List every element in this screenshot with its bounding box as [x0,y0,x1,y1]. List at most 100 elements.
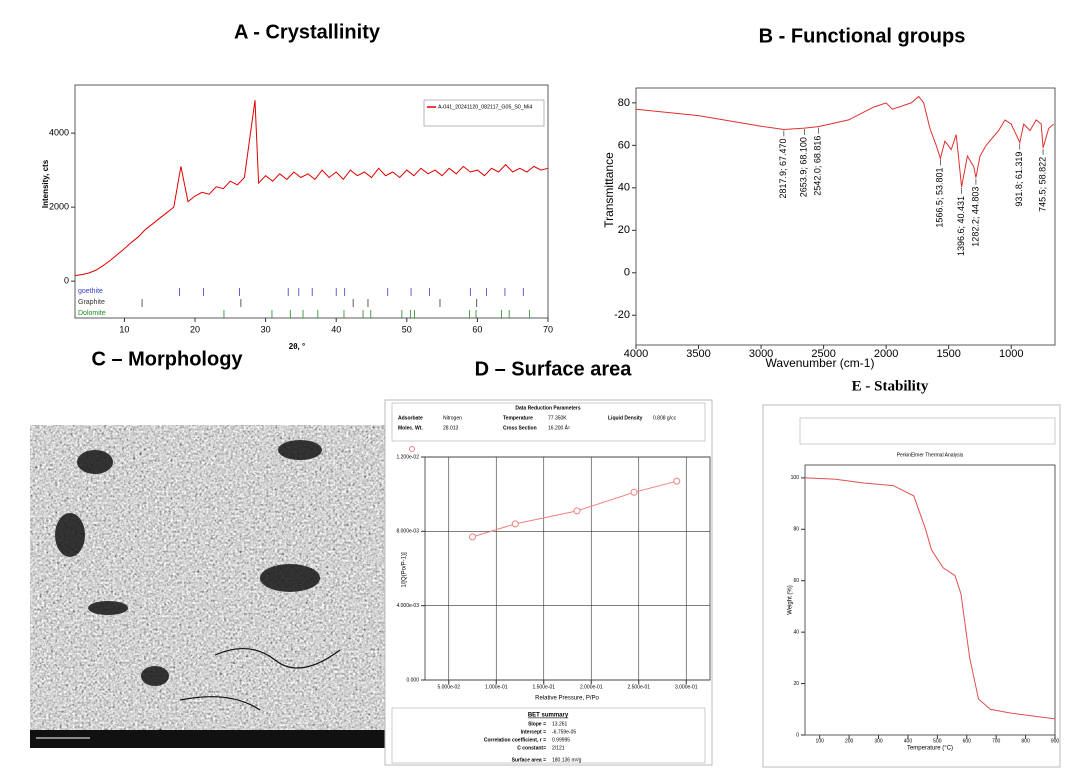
data-point [573,507,581,515]
x-tick-label: 600 [963,738,972,744]
panel-title: C – Morphology [91,348,243,370]
panel-frame [762,404,1061,768]
legend-box [423,99,545,127]
y-tick-label: 8.000e-03 [396,529,419,535]
phase-label: goethite [78,288,103,295]
y-tick-label: 4.000e-03 [396,603,419,609]
plot-frame [635,87,1056,346]
y-tick-label: 100 [791,475,800,481]
x-tick-label: 300 [874,738,883,744]
parameter-value: Nitrogen [443,415,462,421]
x-tick-label: 2.000e-01 [580,684,603,690]
sem-crack [179,647,341,711]
x-tick-label: 4000 [624,348,648,360]
y-tick-label: 80 [618,97,630,109]
peak-label: 1282.2; 44.803 [970,187,980,247]
peak-label: 1396.6; 40.431 [956,196,966,256]
plot-frame [74,84,549,319]
summary-label: Surface area = [512,757,546,763]
header-box [799,417,1056,445]
parameter-label: Molec. Wt. [398,425,423,431]
chart-subtitle: PerkinElmer Thermal Analysis [897,452,964,458]
data-line [804,477,1056,720]
parameter-label: Cross Section [503,425,537,431]
parameter-label: Liquid Density [608,415,643,421]
data-line [74,100,549,277]
data-point [630,488,638,496]
y-tick-label: 1.200e-02 [396,454,419,460]
x-tick-label: 70 [543,324,553,334]
y-axis-label: Transmittance [602,152,616,228]
x-tick-label: 5.000e-02 [437,684,460,690]
sem-dark-region [141,666,169,686]
x-tick-label: 1000 [999,348,1023,360]
sem-dark-region [77,450,113,474]
y-tick-label: 80 [793,527,799,533]
sem-image [30,425,395,730]
summary-label: Slope = [528,721,546,727]
sem-dark-region [278,440,322,460]
y-tick-label: 20 [618,224,630,236]
x-tick-label: 1.500e-01 [532,684,555,690]
peak-label: 2817.9; 67.470 [778,138,788,198]
y-axis-label: Weight (%) [788,585,794,615]
panel-title: A - Crystallinity [234,21,381,43]
x-tick-label: 2.500e-01 [627,684,650,690]
x-tick-label: 1.000e-01 [485,684,508,690]
summary-value: 13.261 [552,721,568,727]
summary-title: BET summary [528,713,569,719]
x-tick-label: 900 [1051,738,1060,744]
x-tick-label: 40 [331,324,341,334]
x-tick-label: 2000 [874,348,898,360]
panel-title: B - Functional groups [759,25,966,47]
parameters-title: Data Reduction Parameters [515,405,581,411]
x-tick-label: 1500 [936,348,960,360]
y-tick-label: 0 [796,732,799,738]
x-tick-label: 10 [119,324,129,334]
summary-label: C constant= [517,745,546,751]
peak-label: 745.5; 58.822 [1037,157,1047,212]
x-tick-label: 3500 [686,348,710,360]
y-tick-label: 0 [624,267,630,279]
x-tick-label: 3.000e-01 [675,684,698,690]
x-tick-label: 20 [190,324,200,334]
x-tick-label: 2500 [811,348,835,360]
summary-box [391,707,706,764]
y-tick-label: 2000 [49,202,69,212]
x-axis-label: Relative Pressure, P/Po [535,696,599,702]
x-tick-label: 100 [816,738,825,744]
parameter-value: 0.808 g/cc [653,415,677,421]
summary-label: Intercept = [521,729,547,735]
y-tick-label: 0 [64,276,69,286]
legend-marker [409,446,415,452]
summary-value: 180.136 m²/g [552,757,582,763]
x-tick-label: 30 [261,324,271,334]
x-tick-label: 200 [845,738,854,744]
y-axis-label: Intensity, cts [41,159,50,208]
summary-label: Correlation coefficient, r = [484,737,546,743]
data-line [635,95,1055,187]
legend-label: A-041_20241120_082117_G05_S0_Mi4 [438,104,532,110]
data-point [469,533,476,541]
parameter-value: 28.013 [443,425,459,431]
sem-dark-region [88,601,128,615]
peak-label: 1566.5; 53.801 [935,168,945,228]
y-axis-label: 1/[Q(Po/P-1)] [402,552,408,588]
plot-frame [804,464,1056,736]
sem-dark-region [55,513,85,557]
x-tick-label: 3000 [749,348,773,360]
y-tick-label: 60 [618,139,630,151]
x-tick-label: 50 [402,324,412,334]
summary-value: 0.99995 [552,737,570,743]
x-axis-label: Wavenumber (cm-1) [766,356,875,370]
y-tick-label: -20 [614,309,630,321]
data-point [511,520,519,528]
data-point [673,477,681,485]
y-tick-label: 40 [793,629,799,635]
x-tick-label: 60 [472,324,482,334]
panel-title: D – Surface area [475,358,633,380]
info-bar [30,730,395,748]
x-axis-label: Temperature (°C) [907,746,953,752]
summary-value: -6.759e-05 [552,729,576,735]
parameter-value: 16.200 Å² [548,424,570,431]
